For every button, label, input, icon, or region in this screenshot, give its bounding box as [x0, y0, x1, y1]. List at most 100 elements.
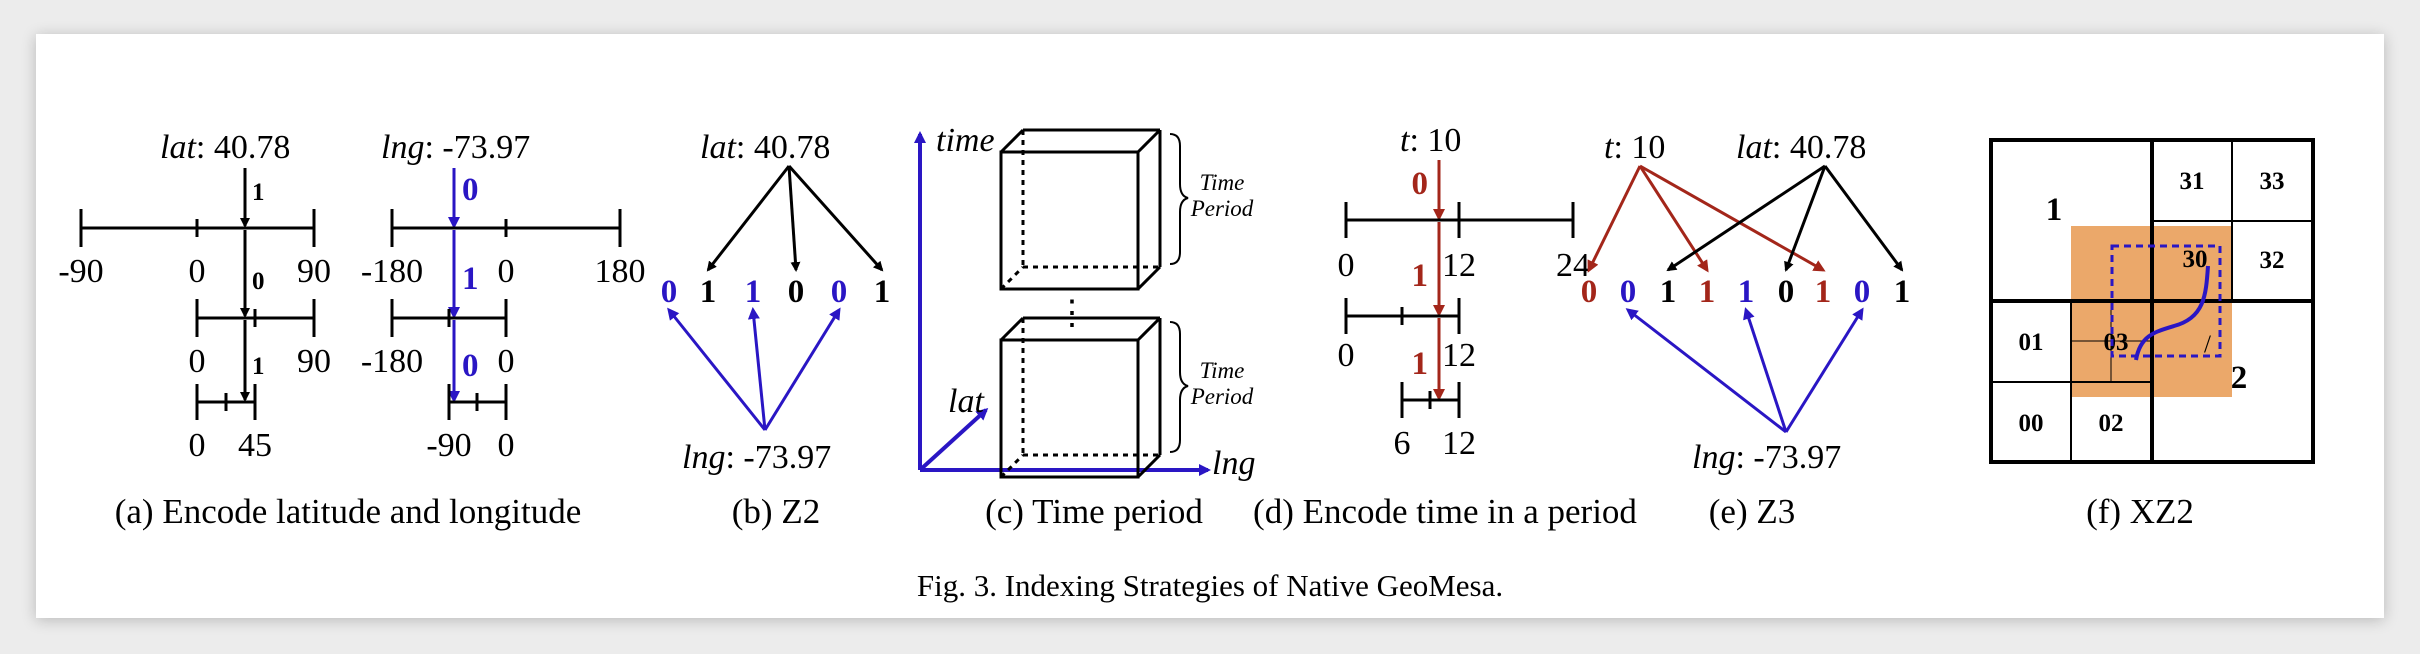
- panel-c-lng-label: lng: [1212, 445, 1255, 482]
- panel-b-lng-header: lng: -73.97: [682, 439, 831, 476]
- panel-b-z2: lat: 40.78 0 1 1 0 0 1 lng: -73.97 (b) Z…: [661, 129, 891, 531]
- panel-d-bit-1: 0: [1412, 166, 1429, 202]
- figure-3-diagram: lat: 40.78 1 0 1 -90 0 90 0 90: [58, 122, 2315, 603]
- panel-a-lng-line-3: [447, 384, 508, 420]
- panel-e-z3: t: 10 lat: 40.78 0 0 1 1 1 0 1 0 1 lng: …: [1581, 129, 1911, 531]
- panel-c-ellipsis: ⋮: [1055, 295, 1089, 332]
- panel-c-lat-label: lat: [948, 383, 985, 420]
- panel-a-lng-tick: -90: [426, 427, 471, 464]
- figure-card: lat: 40.78 1 0 1 -90 0 90 0 90: [36, 34, 2384, 618]
- panel-b-bit: 1: [745, 274, 762, 310]
- panel-a-lat-tick: 0: [189, 253, 206, 290]
- panel-f-xz2: 31 33 30 32 01 03 00 02 / 1 2 (f) XZ2: [1989, 138, 2315, 531]
- panel-f-geometry-curve: [2134, 265, 2210, 361]
- panel-e-bit: 0: [1778, 274, 1795, 310]
- panel-a-lng-line-2: [390, 299, 508, 337]
- panel-e-bit: 0: [1854, 274, 1871, 310]
- panel-c-period-top-l1: Time: [1200, 170, 1245, 195]
- panel-a-lat-tick: -90: [58, 253, 103, 290]
- panel-d-caption: (d) Encode time in a period: [1253, 492, 1637, 531]
- panel-a-lat-tick: 0: [189, 427, 206, 464]
- panel-a-caption: (a) Encode latitude and longitude: [115, 492, 582, 531]
- panel-d-line-1: [1344, 202, 1575, 238]
- panel-c-time-label: time: [936, 122, 995, 159]
- panel-f-cell: 02: [2099, 410, 2124, 437]
- panel-a-lat-tick: 90: [297, 253, 331, 290]
- panel-c-brace-bottom: [1169, 321, 1189, 453]
- panel-c-period-top-l2: Period: [1190, 196, 1254, 221]
- panel-c-lat-axis: [918, 407, 989, 472]
- panel-d-tick: 12: [1442, 337, 1476, 374]
- panel-a-lat-bit-3: 1: [252, 353, 265, 380]
- panel-e-t-header: t: 10: [1604, 129, 1665, 166]
- panel-e-lat-arrows: [1666, 164, 1904, 272]
- panel-d-line-3: [1400, 382, 1461, 418]
- panel-a-lat-tick: 45: [238, 427, 272, 464]
- panel-b-caption: (b) Z2: [732, 492, 820, 531]
- panel-f-grid: [1989, 138, 2315, 464]
- panel-f-cell: 33: [2260, 168, 2285, 195]
- panel-a-lng-bit-2: 1: [462, 261, 479, 297]
- panel-c-period-bot-l2: Period: [1190, 384, 1254, 409]
- panel-a-lng-line-1: [390, 209, 622, 247]
- panel-e-bit: 1: [1894, 274, 1911, 310]
- panel-c-brace-top: [1169, 133, 1189, 265]
- panel-a-lat-header: lat: 40.78: [160, 129, 290, 166]
- panel-b-lat-arrows: [706, 165, 884, 272]
- panel-e-t-arrows: [1587, 164, 1826, 273]
- panel-f-marker-2: 2: [2231, 360, 2248, 396]
- panel-a-lng-tick: -180: [361, 343, 423, 380]
- panel-c-cube-bottom: [999, 316, 1162, 479]
- panel-e-bit: 0: [1620, 274, 1637, 310]
- panel-f-marker-1: 1: [2046, 192, 2063, 228]
- panel-f-cell: 31: [2180, 168, 2205, 195]
- panel-d-t-header: t: 10: [1400, 122, 1461, 159]
- panel-d-tick: 12: [1442, 247, 1476, 284]
- panel-a-lng-tick: 0: [498, 427, 515, 464]
- panel-a-lng-tick: 0: [498, 253, 515, 290]
- panel-d-tick: 0: [1338, 337, 1355, 374]
- panel-c-caption: (c) Time period: [985, 492, 1203, 531]
- panel-a-lng-bit-1: 0: [462, 172, 479, 208]
- panel-d-tick: 24: [1556, 247, 1590, 284]
- panel-d-bit-3: 1: [1412, 346, 1429, 382]
- panel-d-line-2: [1344, 298, 1461, 334]
- panel-a-lng-header: lng: -73.97: [381, 129, 530, 166]
- panel-a-lat-bit-1: 1: [252, 179, 265, 206]
- panel-c-cube-top: [999, 128, 1162, 291]
- panel-f-cell: 03: [2104, 329, 2129, 356]
- panel-d-encode-time: t: 10 0 1 1 0 12 24 0 12: [1253, 122, 1637, 531]
- panel-c-time-period: time lng lat ⋮: [914, 122, 1255, 531]
- panel-a-lat-tick: 90: [297, 343, 331, 380]
- panel-e-lng-arrows: [1625, 307, 1864, 434]
- panel-b-lng-arrows: [667, 307, 841, 431]
- panel-b-bit: 1: [700, 274, 717, 310]
- panel-e-bit: 1: [1699, 274, 1716, 310]
- panel-c-period-bot-l1: Time: [1200, 358, 1245, 383]
- panel-d-bit-2: 1: [1412, 258, 1429, 294]
- panel-a-lng-tick: -180: [361, 253, 423, 290]
- panel-e-bit: 1: [1815, 274, 1832, 310]
- panel-a-lat-bit-2: 0: [252, 268, 265, 295]
- panel-a-lat-line-3: [195, 384, 257, 420]
- panel-a-lat-line-2: [195, 299, 316, 337]
- panel-f-caption: (f) XZ2: [2086, 492, 2194, 531]
- panel-b-lat-header: lat: 40.78: [700, 129, 830, 166]
- panel-e-caption: (e) Z3: [1709, 492, 1795, 531]
- panel-b-bit: 0: [831, 274, 848, 310]
- panel-a-lng-tick: 180: [595, 253, 646, 290]
- panel-e-bit: 1: [1738, 274, 1755, 310]
- panel-e-lng-header: lng: -73.97: [1692, 439, 1841, 476]
- panel-f-bbox: [2110, 244, 2222, 358]
- panel-f-cell: 00: [2019, 410, 2044, 437]
- panel-d-tick: 0: [1338, 247, 1355, 284]
- panel-a-encode-lat-lng: lat: 40.78 1 0 1 -90 0 90 0 90: [58, 129, 645, 531]
- panel-a-lng-tick: 0: [498, 343, 515, 380]
- panel-e-lat-header: lat: 40.78: [1736, 129, 1866, 166]
- panel-e-bit: 1: [1660, 274, 1677, 310]
- panel-b-bit: 1: [874, 274, 891, 310]
- panel-d-tick: 6: [1394, 425, 1411, 462]
- panel-f-cell: 30: [2183, 246, 2208, 273]
- panel-d-tick: 12: [1442, 425, 1476, 462]
- panel-a-lat-tick: 0: [189, 343, 206, 380]
